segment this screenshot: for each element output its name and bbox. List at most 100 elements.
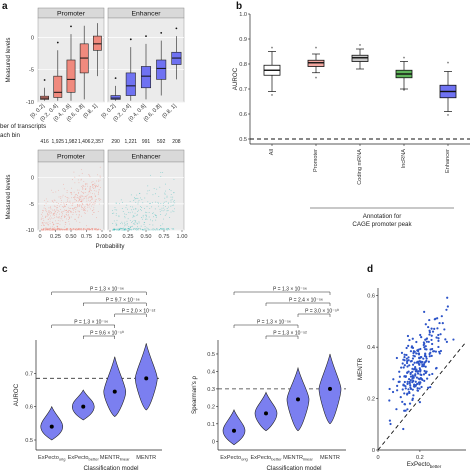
d-point [406,380,409,383]
a-bottom-point [49,229,51,231]
a-bottom-point [84,208,86,210]
a-bottom-point [50,215,51,217]
c-left-ytick-label: 0.6 [25,405,33,411]
d-point [409,371,412,375]
a-bottom-point [98,179,100,181]
c-left-median-point [81,404,86,409]
a-bottom-point [54,209,55,211]
a-bottom-point [145,215,147,217]
a-bottom-point [90,202,92,204]
a-bottom-point [93,212,95,214]
a-bottom-point [49,223,51,225]
a-bottom-point [147,201,149,203]
a-bottom-point [81,206,83,207]
a-bottom-point [59,216,61,218]
a-bottom-point [166,228,168,230]
a-bottom-point [57,207,59,208]
b-flier: * [315,47,317,53]
a-bottom-point [126,220,128,222]
d-point [428,333,431,336]
c-right-comparison-label: P = 1.3 × 10⁻⁵² [273,331,307,337]
a-bottom-point [53,205,55,207]
d-point [432,350,436,353]
a-bottom-point [129,229,131,231]
d-point [420,336,423,339]
a-bottom-point [144,211,146,213]
a-bottom-point [44,199,45,201]
d-point [437,333,440,337]
a-bottom-point [58,205,60,207]
d-point [411,388,414,391]
a-bottom-point [93,190,95,192]
a-bottom-point [135,221,137,223]
a-bottom-point [44,217,46,219]
a-bottom-point [89,196,91,198]
a-bottom-point [89,188,91,189]
a-bottom-point [116,224,118,226]
a-bottom-point [133,215,135,217]
a-bottom-point [160,172,162,173]
a-bottom-point [59,228,61,230]
a-bottom-point [138,228,140,229]
a-bottom-point [62,206,64,208]
d-point [405,353,408,357]
a-bottom-point [42,229,44,231]
d-point [440,315,443,318]
c-left-comparison-bracket [83,302,147,306]
a-bottom-point [57,228,59,230]
a-bottom-point [159,208,161,210]
a-bottom-point [65,210,67,211]
a-bottom-point [135,207,137,209]
c-right-comparison-bracket [297,313,331,317]
a-bottom-point [56,206,58,208]
a-bottom-point [164,193,166,195]
c-right-ytick-label: 0 [212,439,215,445]
a-bottom-point [45,222,47,223]
a-bottom-point [78,175,80,177]
a-bottom-point [60,204,62,205]
a-bottom-point [58,229,60,231]
a-bottom-point [46,223,48,225]
a-bottom-point [77,210,79,212]
a-bottom-point [173,178,175,180]
a-bottom-xtick-label: 0.75 [81,234,92,240]
a-bottom-point [64,229,66,231]
a-bottom-point [88,196,90,198]
a-bottom-point [136,197,138,199]
a-bottom-point [140,210,142,212]
a-bottom-point [43,210,45,212]
a-bottom-point [155,229,157,231]
a-bottom-point [85,183,87,185]
a-bottom-point [80,215,82,217]
a-bottom-point [71,193,73,195]
d-point [403,356,406,359]
a-bottom-point [122,223,123,225]
a-bottom-point [90,186,92,188]
a-bottom-point [146,193,148,195]
d-point [444,338,447,341]
b-bracket-label: CAGE promoter peak [352,221,412,228]
a-bottom-point [60,201,62,203]
a-bottom-point [83,180,85,182]
a-bottom-point [57,228,58,230]
a-bottom-point [76,220,77,222]
a-bottom-point [67,229,69,231]
a-bottom-point [122,211,124,213]
a-bottom-point [73,197,74,198]
a-bottom-point [167,206,169,208]
a-bottom-point [99,176,101,178]
a-bottom-point [64,209,65,211]
a-bottom-point [48,228,50,229]
a-bottom-point [50,206,52,208]
a-bottom-point [47,221,49,223]
a-bottom-point [79,198,81,200]
a-bottom-point [169,217,171,219]
d-point [403,409,406,412]
a-bottom-point [67,215,69,216]
a-bottom-point [92,228,93,230]
a-bottom-point [51,229,53,231]
d-point [407,388,410,391]
d-diagonal [377,341,467,451]
a-bottom-point [155,216,157,218]
a-bottom-point [137,223,138,225]
